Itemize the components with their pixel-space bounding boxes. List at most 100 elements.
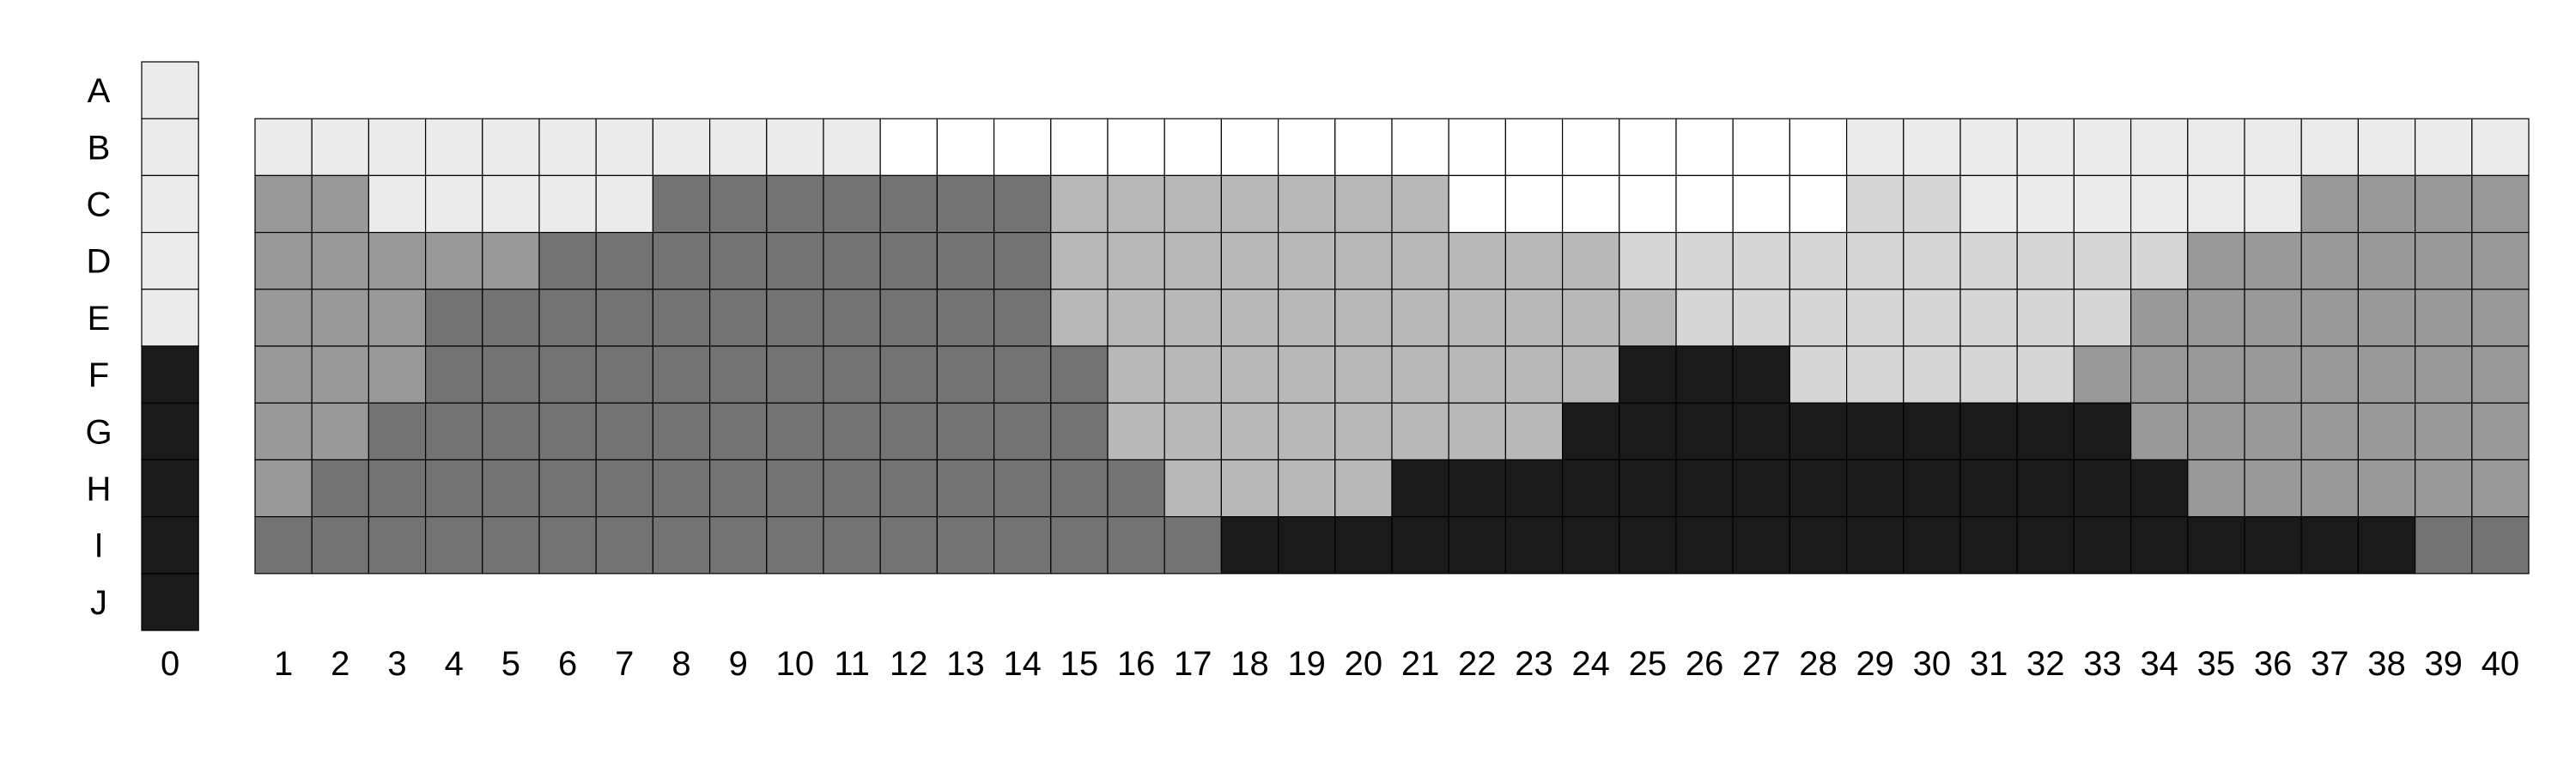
cell-C-16 (1107, 174, 1165, 234)
cell-I-30 (1903, 515, 1961, 575)
cell-I-26 (1675, 515, 1734, 575)
column-label-7: 7 (615, 645, 634, 683)
cell-D-13 (936, 232, 995, 290)
cell-E-38 (2357, 289, 2416, 347)
cell-C-25 (1619, 174, 1677, 234)
cell-H-1 (254, 459, 313, 518)
legend-cell-I (141, 515, 199, 575)
column-label-24: 24 (1571, 645, 1610, 683)
cell-D-16 (1107, 232, 1165, 290)
cell-F-30 (1903, 345, 1961, 404)
column-label-33: 33 (2083, 645, 2122, 683)
cell-C-34 (2130, 174, 2189, 234)
column-label-20: 20 (1345, 645, 1383, 683)
column-label-37: 37 (2311, 645, 2349, 683)
cell-H-23 (1504, 459, 1564, 518)
cell-C-11 (823, 174, 881, 234)
cell-I-17 (1163, 515, 1222, 575)
cell-C-7 (595, 174, 654, 234)
cell-B-35 (2187, 118, 2245, 176)
cell-F-31 (1959, 345, 2018, 404)
cell-D-8 (652, 232, 711, 290)
cell-H-7 (595, 459, 654, 518)
cell-B-28 (1789, 118, 1848, 176)
cell-F-26 (1675, 345, 1734, 404)
cell-I-35 (2187, 515, 2245, 575)
cell-C-21 (1391, 174, 1449, 234)
cell-I-13 (936, 515, 995, 575)
cell-F-21 (1391, 345, 1449, 404)
cell-E-18 (1220, 289, 1279, 347)
cell-H-34 (2130, 459, 2189, 518)
cell-B-36 (2244, 118, 2302, 176)
column-label-10: 10 (776, 645, 815, 683)
cell-G-7 (595, 402, 654, 461)
cell-B-33 (2073, 118, 2132, 176)
cell-C-20 (1334, 174, 1393, 234)
cell-G-37 (2300, 402, 2359, 461)
cell-D-29 (1846, 232, 1905, 290)
cell-C-9 (708, 174, 768, 234)
cell-B-39 (2415, 118, 2473, 176)
column-label-29: 29 (1856, 645, 1894, 683)
cell-E-27 (1732, 289, 1790, 347)
cell-E-9 (708, 289, 768, 347)
cell-G-5 (482, 402, 540, 461)
cell-D-19 (1277, 232, 1336, 290)
cell-E-26 (1675, 289, 1734, 347)
cell-D-4 (425, 232, 483, 290)
cell-E-16 (1107, 289, 1165, 347)
cell-F-24 (1561, 345, 1620, 404)
cell-B-6 (538, 118, 597, 176)
cell-B-31 (1959, 118, 2018, 176)
cell-E-11 (823, 289, 881, 347)
column-label-34: 34 (2140, 645, 2178, 683)
cell-B-22 (1448, 118, 1506, 176)
cell-D-36 (2244, 232, 2302, 290)
column-label-19: 19 (1287, 645, 1326, 683)
cell-C-33 (2073, 174, 2132, 234)
cell-H-37 (2300, 459, 2359, 518)
cell-I-15 (1050, 515, 1109, 575)
row-label-B: B (88, 129, 111, 167)
cell-F-3 (368, 345, 427, 404)
cell-F-9 (708, 345, 768, 404)
cell-I-3 (368, 515, 427, 575)
cell-F-8 (652, 345, 711, 404)
cell-G-20 (1334, 402, 1393, 461)
cell-G-36 (2244, 402, 2302, 461)
cell-B-1 (254, 118, 313, 176)
cell-E-3 (368, 289, 427, 347)
cell-C-29 (1846, 174, 1905, 234)
cell-C-8 (652, 174, 711, 234)
row-label-H: H (87, 471, 112, 508)
cell-I-1 (254, 515, 313, 575)
cell-G-29 (1846, 402, 1905, 461)
cell-D-18 (1220, 232, 1279, 290)
cell-D-24 (1561, 232, 1620, 290)
column-label-35: 35 (2197, 645, 2236, 683)
cell-F-2 (311, 345, 370, 404)
cell-B-12 (879, 118, 938, 176)
cell-F-5 (482, 345, 540, 404)
cell-I-8 (652, 515, 711, 575)
cell-D-5 (482, 232, 540, 290)
cell-F-13 (936, 345, 995, 404)
cell-D-27 (1732, 232, 1790, 290)
cell-G-19 (1277, 402, 1336, 461)
cell-G-39 (2415, 402, 2473, 461)
cell-C-23 (1504, 174, 1564, 234)
cell-B-23 (1504, 118, 1564, 176)
cell-I-24 (1561, 515, 1620, 575)
cell-D-9 (708, 232, 768, 290)
cell-H-24 (1561, 459, 1620, 518)
cell-E-25 (1619, 289, 1677, 347)
cell-B-15 (1050, 118, 1109, 176)
cell-F-4 (425, 345, 483, 404)
cell-G-38 (2357, 402, 2416, 461)
cell-F-35 (2187, 345, 2245, 404)
cell-C-35 (2187, 174, 2245, 234)
cell-G-12 (879, 402, 938, 461)
cell-C-14 (993, 174, 1052, 234)
cell-G-23 (1504, 402, 1564, 461)
